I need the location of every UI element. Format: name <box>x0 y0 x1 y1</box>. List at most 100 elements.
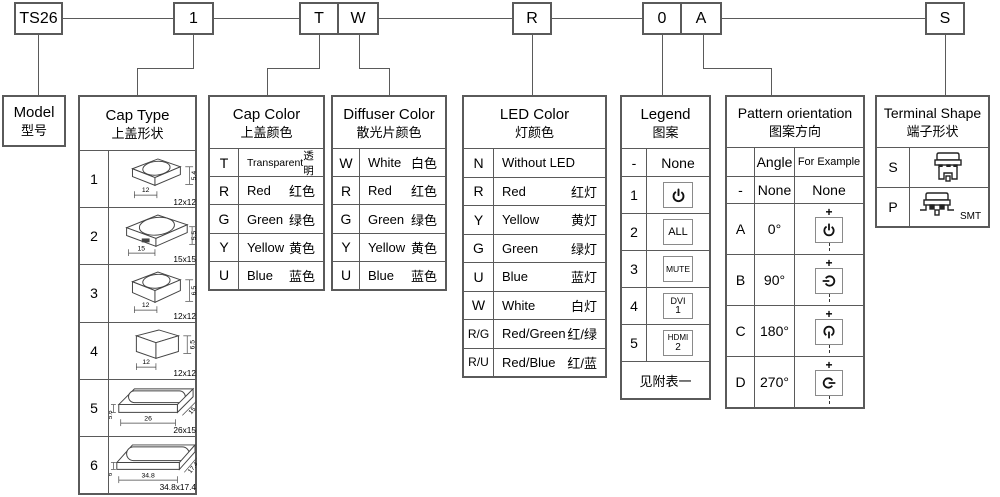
cap-type-row-1: 1 12 5.4 12x12 <box>80 151 197 209</box>
cap-color-header: Cap Color 上盖颜色 <box>210 97 323 149</box>
svg-text:12: 12 <box>142 302 150 309</box>
connector-line <box>63 18 173 19</box>
svg-text:15: 15 <box>187 406 197 416</box>
cap-drawing-12x12-tall: 12 6.5 12x12 <box>109 265 197 321</box>
legend-header: Legend 图案 <box>622 97 709 149</box>
polarity-dash <box>828 294 830 302</box>
connector-line <box>722 18 925 19</box>
cap-type-row-6: 6 34.8 <box>80 436 197 494</box>
svg-text:6: 6 <box>109 473 114 477</box>
cap-color-title-zh: 上盖颜色 <box>240 124 293 140</box>
svg-text:12x12: 12x12 <box>173 368 196 378</box>
orientation-row-none: - None None <box>727 177 863 204</box>
diffuser-color-title: Diffuser Color <box>343 105 435 123</box>
power-icon-90deg <box>815 268 843 294</box>
cap-isometric-icon: 26 15 5.6 26x15 <box>109 388 197 435</box>
connector-line <box>267 68 268 95</box>
diffuser-color-row: R Red 红色 <box>333 177 445 206</box>
cap-type-code: 1 <box>80 151 109 208</box>
through-hole-switch-icon <box>910 148 988 187</box>
legend-row-power: 1 <box>622 177 709 214</box>
diffuser-color-header: Diffuser Color 散光片颜色 <box>333 97 445 149</box>
cap-type-row-4: 4 12 6.5 12x12 <box>80 322 197 380</box>
legend-title-zh: 图案 <box>652 124 679 140</box>
model-header: Model 型号 <box>4 97 64 145</box>
diffuser-color-row: G Green 绿色 <box>333 205 445 234</box>
polarity-dash <box>828 396 830 404</box>
cap-isometric-icon: 12 6.5 12x12 <box>131 271 197 321</box>
connector-line <box>552 18 642 19</box>
led-color-title-zh: 灯颜色 <box>514 124 554 140</box>
connector-line <box>662 35 663 95</box>
svg-text:12: 12 <box>142 187 150 194</box>
dvi1-label-icon: DVI 1 <box>663 293 693 319</box>
orientation-subheader: Angle For Example <box>727 148 863 177</box>
connector-line <box>389 68 390 95</box>
legend-title: Legend <box>640 105 691 123</box>
orientation-title-zh: 图案方向 <box>768 124 821 139</box>
cap-drawing-15x15: 15 5.5 15x15 <box>109 208 197 264</box>
terminal-header: Terminal Shape 端子形状 <box>877 97 988 148</box>
connector-line <box>532 35 533 95</box>
cap-color-title: Cap Color <box>232 105 301 123</box>
svg-text:17.4: 17.4 <box>187 461 197 475</box>
led-color-title: LED Color <box>499 105 570 123</box>
connector-line <box>267 68 320 69</box>
led-color-row: N Without LED <box>464 149 605 178</box>
legend-row-dvi1: 4 DVI 1 <box>622 288 709 325</box>
terminal-row-through-hole: S <box>877 148 988 188</box>
all-label-icon: ALL <box>663 219 693 245</box>
terminal-shape-table: Terminal Shape 端子形状 S <box>875 95 990 228</box>
diffuser-color-title-zh: 散光片颜色 <box>356 124 422 140</box>
legend-table: Legend 图案 - None 1 2 <box>620 95 711 400</box>
smt-switch-icon: SMT <box>910 188 988 227</box>
cap-type-code: 3 <box>80 265 109 322</box>
legend-row-all: 2 ALL <box>622 214 709 251</box>
svg-text:12x12: 12x12 <box>173 197 196 207</box>
svg-text:26x15: 26x15 <box>173 425 196 435</box>
smt-label: SMT <box>959 211 982 222</box>
led-color-table: LED Color 灯颜色 N Without LED R Red 红灯 Y Ye… <box>462 95 607 378</box>
cap-color-row: U Blue 蓝色 <box>210 261 323 290</box>
power-icon-180deg <box>815 319 843 345</box>
power-icon <box>663 182 693 208</box>
terminal-title: Terminal Shape <box>883 105 982 121</box>
connector-line <box>359 68 390 69</box>
svg-text:34.8x17.4: 34.8x17.4 <box>160 482 197 492</box>
svg-text:34.8: 34.8 <box>141 473 154 480</box>
cap-type-row-3: 3 12 6.5 12x12 <box>80 265 197 323</box>
code-box-cap-type: 1 <box>173 2 214 35</box>
cap-type-code: 4 <box>80 322 109 379</box>
cap-color-row: T Transparent 透明 <box>210 149 323 178</box>
connector-line <box>703 68 772 69</box>
power-icon-0deg <box>815 217 843 243</box>
cap-color-table: Cap Color 上盖颜色 T Transparent 透明 R Red 红色 G… <box>208 95 325 291</box>
diffuser-color-row: W White 白色 <box>333 149 445 178</box>
connector-line <box>193 35 194 69</box>
code-box-cap-color: T <box>299 2 339 35</box>
connector-line <box>379 18 512 19</box>
svg-text:5.6: 5.6 <box>109 410 114 419</box>
led-color-row: R/U Red/Blue 红/蓝 <box>464 348 605 376</box>
connector-line <box>214 18 299 19</box>
led-color-row: G Green 绿灯 <box>464 234 605 263</box>
led-color-row: R/G Red/Green 红/绿 <box>464 320 605 349</box>
diffuser-color-table: Diffuser Color 散光片颜色 W White 白色 R Red 红色 G… <box>331 95 447 291</box>
model-title-zh: 型号 <box>20 123 47 138</box>
cap-type-header: Cap Type 上盖形状 <box>80 97 195 151</box>
code-box-orientation: A <box>680 2 722 35</box>
cap-type-title: Cap Type <box>105 106 170 124</box>
orientation-row-c: C 180° + <box>727 306 863 357</box>
connector-line <box>319 35 320 69</box>
svg-text:26: 26 <box>144 416 152 423</box>
orientation-title: Pattern orientation <box>737 105 853 121</box>
connector-line <box>703 35 704 69</box>
svg-text:6.5: 6.5 <box>191 286 197 296</box>
cap-type-table: Cap Type 上盖形状 1 <box>78 95 197 495</box>
code-box-model: TS26 <box>14 2 63 35</box>
cap-type-row-2: 2 15 5.5 <box>80 208 197 266</box>
cap-type-code: 2 <box>80 208 109 265</box>
cap-type-code: 5 <box>80 379 109 436</box>
code-box-led-color: R <box>512 2 552 35</box>
